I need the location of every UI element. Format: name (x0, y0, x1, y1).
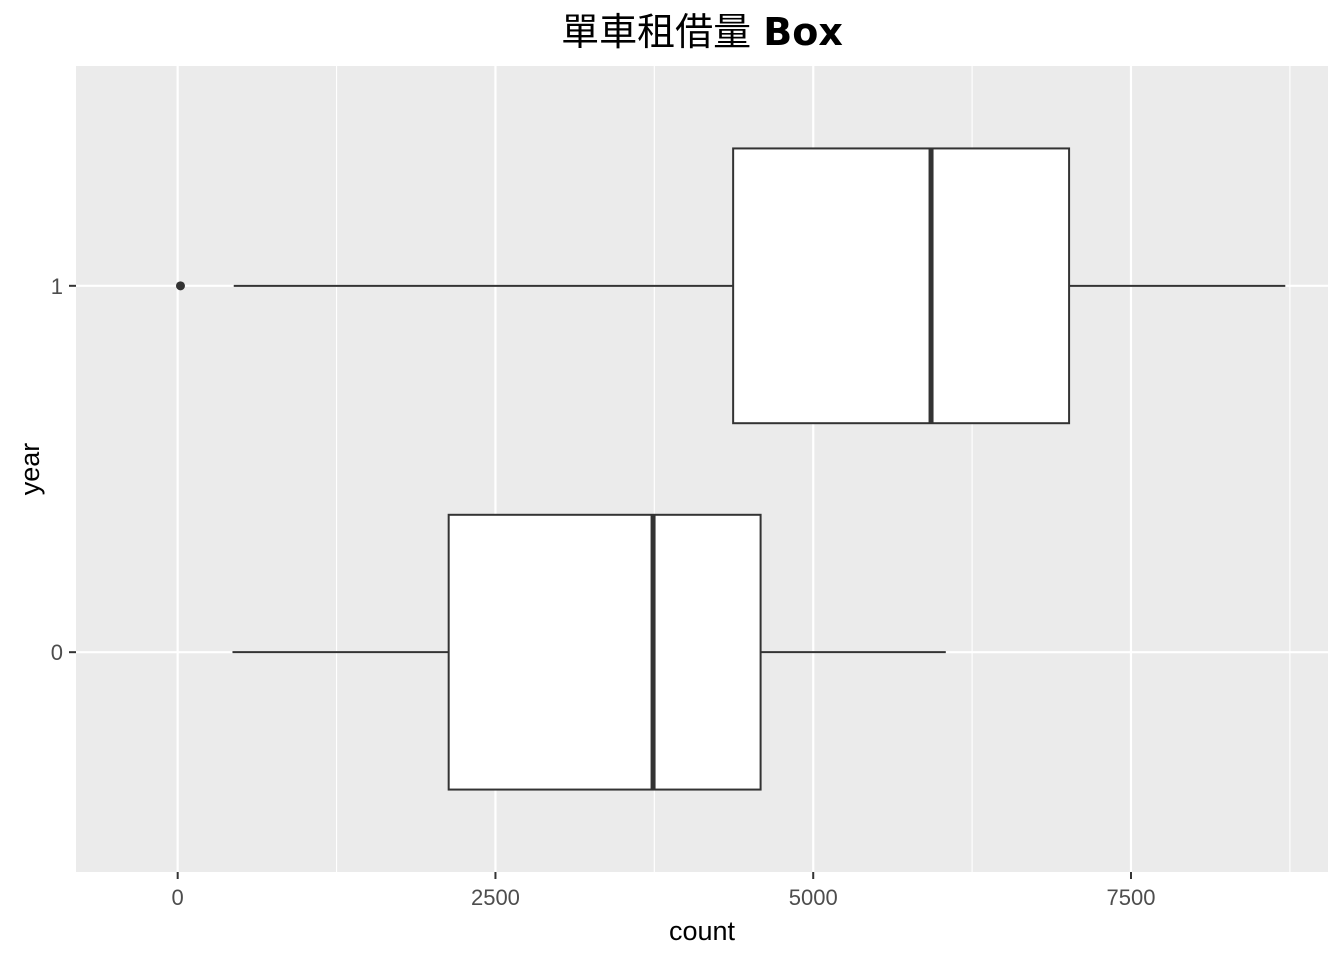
chart-title-space (751, 10, 763, 54)
chart-title-suffix: Box (763, 10, 843, 54)
box-group-0 (232, 513, 946, 791)
x-tick-label: 5000 (789, 885, 838, 910)
chart-title: 單車租借量 Box (561, 10, 843, 54)
x-tick-label: 0 (172, 885, 184, 910)
chart-title-main: 單車租借量 (561, 10, 751, 54)
y-tick-label: 0 (51, 640, 63, 665)
x-tick-label: 7500 (1107, 885, 1156, 910)
y-axis-title: year (15, 443, 45, 496)
box-group-1 (175, 147, 1286, 425)
outlier-point (175, 281, 185, 291)
box-iqr (447, 513, 762, 791)
x-tick-label: 2500 (471, 885, 520, 910)
boxplot-series (175, 147, 1286, 791)
y-tick-label: 1 (51, 274, 63, 299)
x-axis: 0 2500 5000 7500 (172, 872, 1156, 910)
y-axis: 01 (51, 274, 76, 665)
box-iqr (732, 147, 1071, 425)
x-axis-title: count (669, 916, 736, 946)
